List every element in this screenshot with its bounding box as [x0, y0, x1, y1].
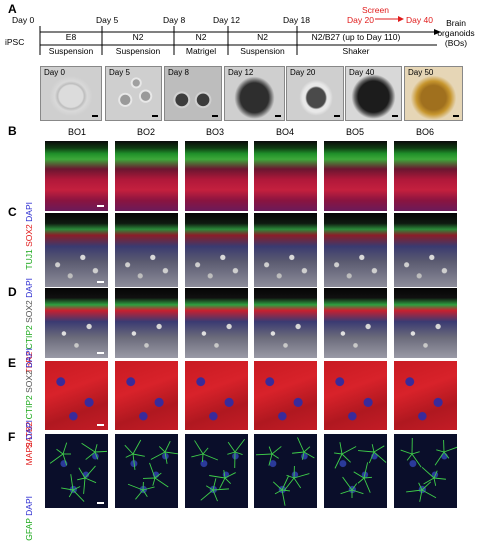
micrograph-row-f-bo5 — [324, 434, 387, 508]
scale-bar — [275, 115, 281, 117]
thumb-label-day-5: Day 5 — [109, 68, 130, 77]
micrograph-row-c-bo2 — [115, 213, 178, 287]
panel-letter-d: D — [8, 285, 17, 299]
result-line-3: (BOs) — [432, 38, 480, 48]
condition-suspension-3: Suspension — [228, 46, 297, 56]
micrograph-row-d-bo2 — [115, 288, 178, 358]
condition-suspension-2: Suspension — [102, 46, 174, 56]
scale-bar — [97, 205, 104, 207]
gfap-processes — [254, 434, 317, 508]
micrograph-row-b-bo6 — [394, 141, 457, 211]
thumb-day-50: Day 50 — [404, 66, 463, 121]
ipsc-label: iPSC — [5, 37, 24, 47]
row-label-c: TBR2 CTIP2 SOX2 DAPI — [24, 214, 38, 288]
scale-bar — [92, 115, 98, 117]
row-label-f-marker-1: DAPI — [24, 496, 34, 518]
thumb-day-0: Day 0 — [40, 66, 102, 121]
media-n2-1: N2 — [102, 32, 174, 42]
gfap-processes — [185, 434, 248, 508]
thumb-label-day-12: Day 12 — [228, 68, 253, 77]
media-n2b27: N2/B27 (up to Day 110) — [297, 32, 415, 42]
micrograph-row-f-bo2 — [115, 434, 178, 508]
micrograph-row-b-bo4 — [254, 141, 317, 211]
micrograph-row-c-bo6 — [394, 213, 457, 287]
row-label-e: MAP2 DAPI — [24, 360, 38, 430]
gfap-processes — [115, 434, 178, 508]
micrograph-row-f-bo6 — [394, 434, 457, 508]
micrograph-row-e-bo4 — [254, 361, 317, 430]
micrograph-row-c-bo3 — [185, 213, 248, 287]
result-line-2: organoids — [432, 28, 480, 38]
micrograph-row-d-bo1 — [45, 288, 108, 358]
micrograph-row-d-bo6 — [394, 288, 457, 358]
thumb-day-5: Day 5 — [105, 66, 162, 121]
result-line-1: Brain — [432, 18, 480, 28]
media-n2-3: N2 — [228, 32, 297, 42]
column-header-bo5: BO5 — [324, 127, 386, 137]
gfap-processes — [394, 434, 457, 508]
micrograph-row-b-bo1 — [45, 141, 108, 211]
micrograph-row-b-bo5 — [324, 141, 387, 211]
media-n2-2: N2 — [174, 32, 228, 42]
micrograph-row-e-bo3 — [185, 361, 248, 430]
scale-bar — [97, 502, 104, 504]
thumb-day-40: Day 40 — [345, 66, 402, 121]
condition-shaker: Shaker — [297, 46, 415, 56]
micrograph-row-f-bo4 — [254, 434, 317, 508]
thumb-day-20: Day 20 — [286, 66, 344, 121]
media-e8: E8 — [40, 32, 102, 42]
condition-suspension-1: Suspension — [40, 46, 102, 56]
micrograph-row-d-bo5 — [324, 288, 387, 358]
scale-bar — [212, 115, 218, 117]
micrograph-row-d-bo3 — [185, 288, 248, 358]
thumb-label-day-40: Day 40 — [349, 68, 374, 77]
micrograph-row-e-bo6 — [394, 361, 457, 430]
row-label-d: SATB2 CTIP2 SOX2 DAPI — [24, 288, 38, 358]
scale-bar — [392, 115, 398, 117]
scale-bar — [152, 115, 158, 117]
row-label-b: TUJ1 SOX2 DAPI — [24, 140, 38, 212]
micrograph-row-e-bo5 — [324, 361, 387, 430]
column-header-bo4: BO4 — [254, 127, 316, 137]
panel-letter-e: E — [8, 356, 16, 370]
micrograph-row-b-bo2 — [115, 141, 178, 211]
scale-bar — [453, 115, 459, 117]
condition-matrigel: Matrigel — [174, 46, 228, 56]
thumb-label-day-20: Day 20 — [290, 68, 315, 77]
gfap-processes — [45, 434, 108, 508]
thumb-label-day-50: Day 50 — [408, 68, 433, 77]
thumb-label-day-0: Day 0 — [44, 68, 65, 77]
micrograph-row-c-bo5 — [324, 213, 387, 287]
thumb-day-12: Day 12 — [224, 66, 285, 121]
panel-letter-b: B — [8, 124, 17, 138]
panel-letter-c: C — [8, 205, 17, 219]
micrograph-row-d-bo4 — [254, 288, 317, 358]
micrograph-row-c-bo4 — [254, 213, 317, 287]
scale-bar — [97, 352, 104, 354]
micrograph-row-e-bo1 — [45, 361, 108, 430]
column-header-bo6: BO6 — [394, 127, 456, 137]
scale-bar — [97, 424, 104, 426]
micrograph-row-c-bo1 — [45, 213, 108, 287]
scale-bar — [334, 115, 340, 117]
brain-organoids-label: Brain organoids (BOs) — [432, 18, 480, 48]
gfap-processes — [324, 434, 387, 508]
thumb-label-day-8: Day 8 — [168, 68, 189, 77]
micrograph-row-f-bo1 — [45, 434, 108, 508]
thumb-day-8: Day 8 — [164, 66, 222, 121]
column-header-bo3: BO3 — [184, 127, 246, 137]
micrograph-row-b-bo3 — [185, 141, 248, 211]
scale-bar — [97, 281, 104, 283]
row-label-f: GFAP DAPI — [24, 434, 38, 506]
panel-letter-f: F — [8, 430, 15, 444]
micrograph-row-f-bo3 — [185, 434, 248, 508]
micrograph-row-e-bo2 — [115, 361, 178, 430]
row-label-f-marker-0: GFAP — [24, 518, 34, 541]
column-header-bo1: BO1 — [46, 127, 108, 137]
column-header-bo2: BO2 — [115, 127, 177, 137]
